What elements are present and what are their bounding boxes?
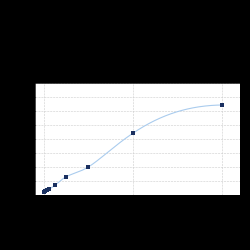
X-axis label: Human Plasminogen Activator Inhibitor 1 (SERPINE1)
Concentration (ng/ml): Human Plasminogen Activator Inhibitor 1 …: [54, 207, 221, 218]
Point: [53, 183, 57, 187]
Point: [42, 190, 46, 194]
Point: [220, 103, 224, 107]
Point: [43, 189, 47, 193]
Point: [86, 165, 90, 169]
Point: [131, 131, 135, 135]
Point: [64, 175, 68, 179]
Y-axis label: OD: OD: [12, 134, 18, 144]
Point: [45, 188, 49, 192]
Point: [48, 187, 52, 191]
